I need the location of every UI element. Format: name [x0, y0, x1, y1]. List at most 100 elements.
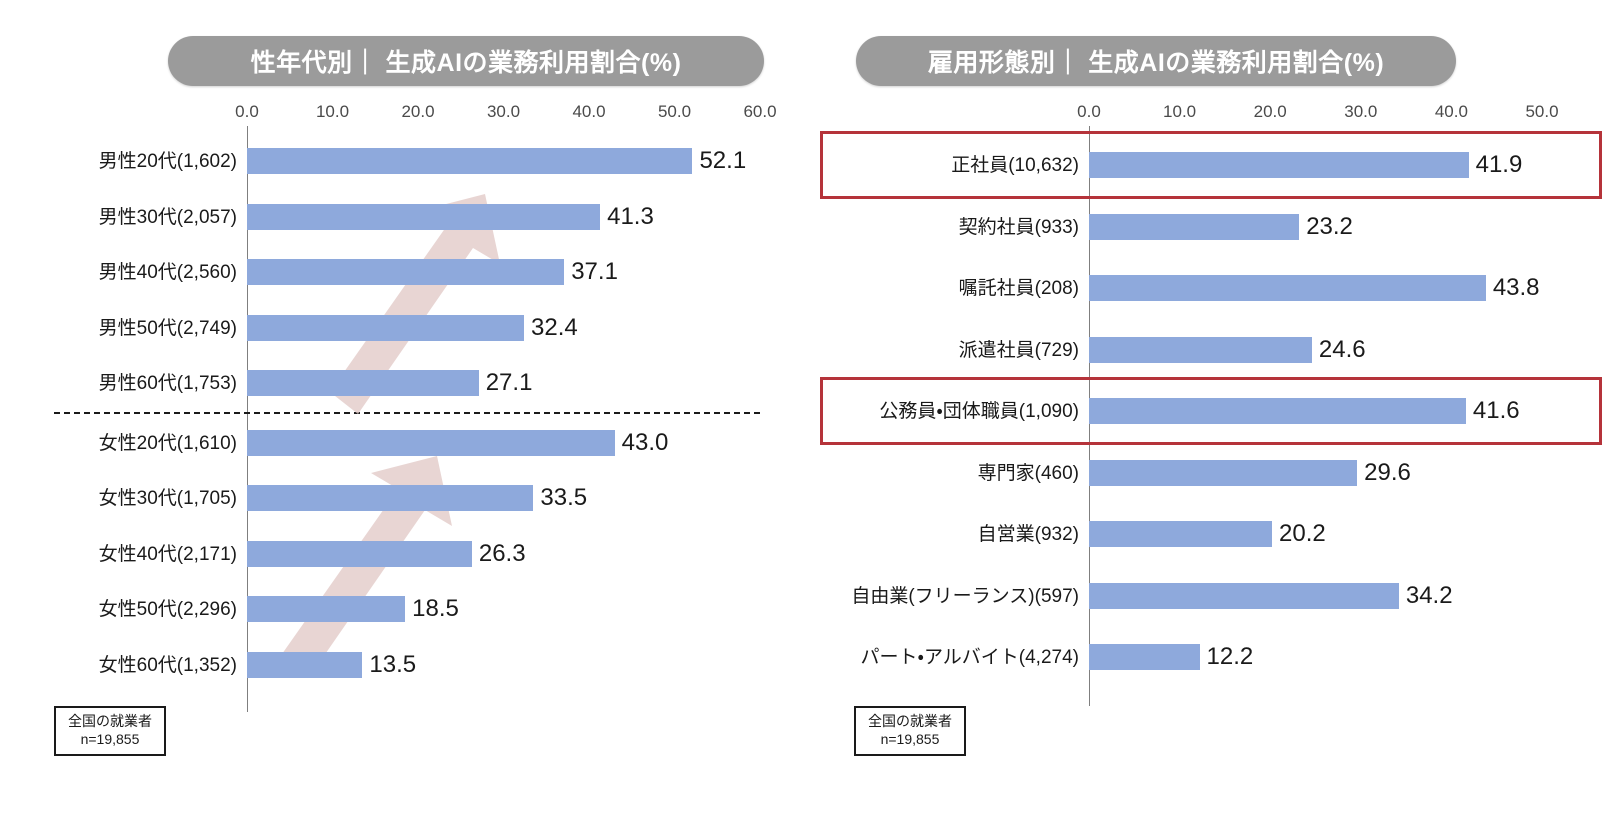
chart-row: 自営業(932) 20.2 [808, 521, 1616, 547]
axis-tick-label: 30.0 [1344, 102, 1378, 121]
bar-value-label: 33.5 [540, 484, 588, 511]
bar-value-label: 23.2 [1306, 212, 1353, 240]
note-line-population: 全国の就業者 [868, 713, 952, 729]
axis-tick-label: 20.0 [401, 102, 435, 121]
chart-row: 正社員(10,632) 41.9 [808, 152, 1616, 178]
category-label: 契約社員(933) [958, 216, 1079, 238]
category-label: 男性20代(1,602) [98, 151, 237, 172]
chart-row: 女性50代(2,296) 18.5 [0, 596, 808, 622]
bar [247, 485, 534, 511]
bar [1089, 213, 1300, 240]
axis-tick-label: 50.0 [657, 102, 692, 121]
chart-row: 契約社員(933) 23.2 [808, 212, 1616, 240]
bar-value-label: 27.1 [485, 369, 533, 396]
chart-row: 嘱託社員(208) 43.8 [808, 275, 1616, 301]
chart-row: 自由業(フリーランス)(597) 34.2 [808, 581, 1616, 609]
category-label: 嘱託社員(208) [958, 278, 1079, 299]
chart-panel-employment-type: 雇用形態別｜ 生成AIの業務利用割合(%) 0.0 10.0 20.0 30.0 40.… [808, 0, 1616, 816]
category-label: 女性60代(1,352) [98, 654, 237, 676]
axis-tick-label: 60.0 [743, 102, 777, 121]
chart-row: 女性40代(2,171) 26.3 [0, 539, 808, 567]
bar-value-label: 41.9 [1475, 151, 1523, 178]
axis-tick-label: 30.0 [486, 102, 521, 121]
bar-value-label: 18.5 [412, 595, 459, 622]
chart-row: 男性50代(2,749) 32.4 [0, 313, 808, 341]
chart-row: 男性30代(2,057) 41.3 [0, 203, 808, 230]
bar-value-label: 26.3 [478, 539, 526, 567]
axis-tick-label: 10.0 [1163, 102, 1197, 121]
bar-value-label: 13.5 [369, 650, 417, 678]
category-label: 女性50代(2,296) [98, 599, 237, 620]
chart-title-gender-age: 性年代別｜ 生成AIの業務利用割合(%) [168, 36, 764, 86]
bar-value-label: 34.2 [1405, 581, 1453, 609]
axis-tick-label: 50.0 [1525, 102, 1559, 121]
chart-row: 女性30代(1,705) 33.5 [0, 485, 808, 511]
bar [1089, 336, 1312, 363]
axis-tick-label: 40.0 [572, 102, 606, 121]
category-label: 正社員(10,632) [951, 155, 1079, 176]
chart-row: パート・アルバイト(4,274) 12.2 [808, 644, 1616, 670]
bar [1089, 582, 1399, 609]
category-label: パート・アルバイト(4,274) [860, 647, 1079, 668]
category-label: 女性30代(1,705) [98, 488, 237, 509]
category-label: 男性60代(1,753) [98, 373, 237, 394]
bar-value-label: 12.2 [1206, 643, 1254, 670]
bar-value-label: 43.8 [1492, 274, 1540, 301]
bar-value-label: 52.1 [699, 147, 747, 174]
x-axis-ticks-left: 0.0 10.0 20.0 30.0 40.0 50.0 60.0 [0, 102, 808, 124]
chart-row: 男性40代(2,560) 37.1 [0, 259, 808, 285]
chart-title-employment-type: 雇用形態別｜ 生成AIの業務利用割合(%) [856, 36, 1456, 86]
chart-row: 男性60代(1,753) 27.1 [0, 370, 808, 396]
chart-row: 女性20代(1,610) 43.0 [0, 428, 808, 456]
bar-value-label: 41.6 [1472, 397, 1520, 424]
bar-value-label: 43.0 [621, 428, 669, 456]
category-label: 自由業(フリーランス)(597) [851, 585, 1079, 607]
chart-plot-area-right: 正社員(10,632) 41.9 契約社員(933) 23.2 嘱託社員(208) 43.… [808, 126, 1616, 706]
sample-note-box-left: 全国の就業者 n=19,855 [54, 706, 166, 756]
sample-note-box-right: 全国の就業者 n=19,855 [854, 706, 966, 756]
chart-row: 男性20代(1,602) 52.1 [0, 148, 808, 174]
bar-value-label: 29.6 [1364, 458, 1411, 486]
axis-baseline-left [247, 126, 248, 712]
category-label: 男性40代(2,560) [98, 262, 237, 283]
axis-tick-label: 10.0 [315, 102, 350, 121]
bar [247, 203, 601, 230]
bar [247, 596, 406, 622]
chart-row: 女性60代(1,352) 13.5 [0, 650, 808, 678]
axis-tick-label: 20.0 [1253, 102, 1287, 121]
bar-value-label: 20.2 [1279, 520, 1326, 547]
chart-row: 派遣社員(729) 24.6 [808, 335, 1616, 363]
bar [1089, 521, 1272, 547]
chart-plot-area-left: 男性20代(1,602) 52.1 男性30代(2,057) 41.3 男性40代(2,… [0, 126, 808, 712]
axis-tick-label: 0.0 [1077, 102, 1101, 121]
bar [1089, 152, 1469, 178]
bar [247, 540, 472, 567]
note-line-sample-size: n=19,855 [80, 730, 140, 747]
bar [247, 259, 565, 285]
bar [1089, 275, 1486, 301]
category-label: 公務員・団体職員(1,090) [879, 401, 1079, 422]
category-label: 女性20代(1,610) [98, 432, 237, 454]
chart-row: 公務員・団体職員(1,090) 41.6 [808, 398, 1616, 424]
category-label: 男性30代(2,057) [98, 206, 237, 228]
bar [1089, 398, 1466, 424]
category-label: 派遣社員(729) [958, 339, 1079, 361]
axis-tick-label: 40.0 [1434, 102, 1468, 121]
category-label: 専門家(460) [977, 462, 1079, 484]
note-line-population: 全国の就業者 [68, 713, 152, 729]
gender-separator-line [54, 411, 760, 414]
chart-panel-gender-age: 性年代別｜ 生成AIの業務利用割合(%) 0.0 10.0 20.0 30.0 40.0… [0, 36, 808, 756]
bar-value-label: 37.1 [571, 258, 618, 285]
category-label: 自営業(932) [977, 524, 1079, 545]
bar [247, 651, 363, 678]
category-label: 女性40代(2,171) [98, 543, 237, 565]
bar-value-label: 32.4 [531, 313, 578, 341]
bar [247, 148, 693, 174]
bar-value-label: 24.6 [1318, 335, 1366, 363]
bar [247, 314, 525, 341]
category-label: 男性50代(2,749) [98, 317, 237, 339]
bar [247, 370, 479, 396]
chart-row: 専門家(460) 29.6 [808, 458, 1616, 486]
x-axis-ticks-right: 0.0 10.0 20.0 30.0 40.0 50.0 [808, 102, 1616, 124]
